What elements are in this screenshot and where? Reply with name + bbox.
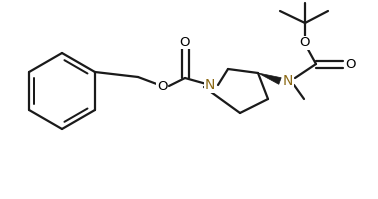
Text: O: O [180,35,190,49]
Text: N: N [205,78,215,92]
Text: O: O [300,36,310,50]
Text: O: O [346,58,356,70]
Polygon shape [258,73,281,84]
Text: O: O [157,79,167,93]
Text: N: N [283,74,293,88]
